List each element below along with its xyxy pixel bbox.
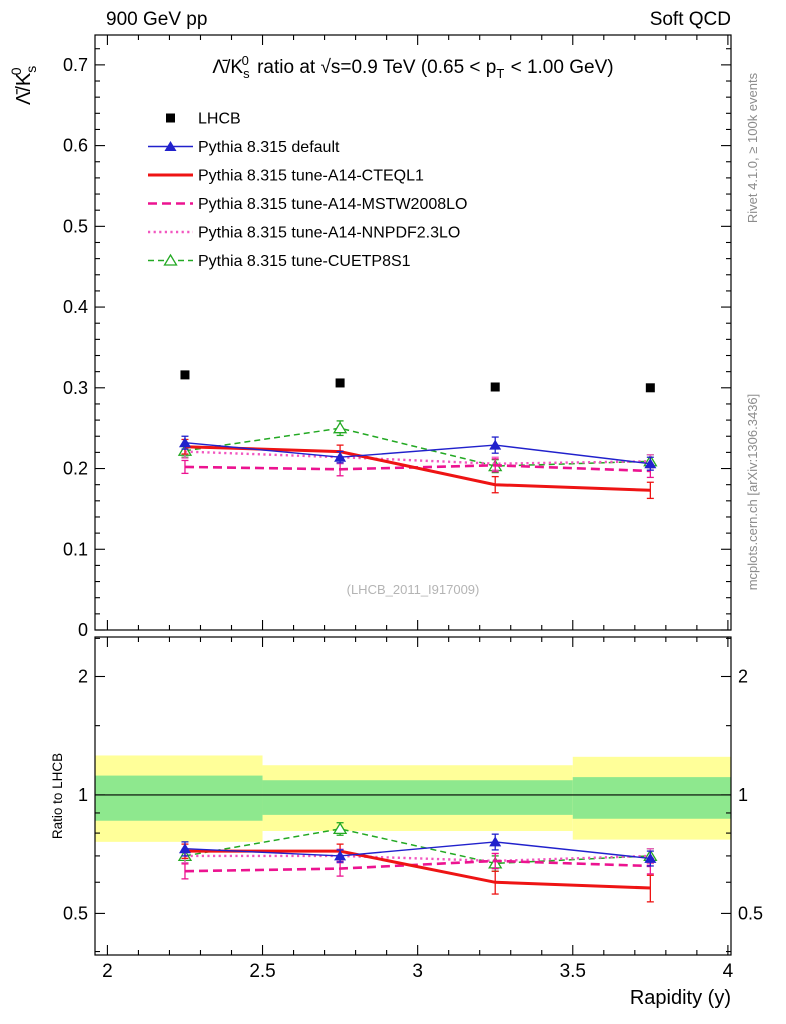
legend-label: LHCB [198,111,241,128]
analysis-id-watermark: (LHCB_2011_I917009) [347,582,480,597]
data-point-marker [334,850,347,861]
data-point-marker [490,382,500,392]
main-y-axis-title: Λ̄/Ks0 [8,66,39,105]
beam-energy-label: 900 GeV pp [106,9,207,30]
legend-label: Pythia 8.315 tune-A14-MSTW2008LO [198,196,467,213]
main-y-tick-label: 0.7 [63,55,88,75]
ratio-panel-frame [94,636,732,956]
ratio-y-tick-label-right: 1 [738,785,748,805]
ratio-y-tick-label-right: 0.5 [738,903,763,923]
mcplots-reference-note: mcplots.cern.ch [arXiv:1306.3436] [745,394,760,591]
series-line [185,854,651,863]
plot-title: Λ̄/Ks0 ratio at √s=0.9 TeV (0.65 < pT < … [212,53,613,81]
title-lambda-k: Λ̄/K [212,57,243,78]
data-point-marker [332,421,348,434]
process-group-label: Soft QCD [650,9,731,30]
legend-marker [166,113,175,123]
ylabel-k-superscript: 0 [8,67,24,75]
legend-marker [163,253,178,266]
legend-label: Pythia 8.315 tune-A14-NNPDF2.3LO [198,225,460,242]
main-y-tick-label: 0.5 [63,216,88,236]
x-tick-label: 2.5 [249,961,275,982]
main-panel-frame [94,34,732,631]
main-y-tick-label: 0.3 [63,378,88,398]
series-line [184,445,651,492]
data-point-marker [489,836,502,847]
green-uncertainty-band [95,775,263,821]
series-line [184,442,651,465]
legend-label: Pythia 8.315 default [198,139,340,156]
green-uncertainty-band [572,777,731,819]
ylabel-k-subscript: s [23,66,39,73]
x-tick-label: 2 [102,961,113,982]
title-middle: ratio at √s=0.9 TeV (0.65 < p [252,57,497,78]
series-line [185,849,651,890]
legend-marker [164,141,177,151]
series-line [184,450,651,465]
ylabel-lambda-k: Λ̄/K [13,72,35,105]
data-point-marker [644,458,657,469]
series-line [184,828,651,865]
title-pt-subscript: T [496,66,504,81]
x-tick-label: 3.5 [560,961,586,982]
rivet-version-note: Rivet 4.1.0, ≥ 100k events [745,72,760,223]
data-point-marker [489,439,502,450]
data-point-marker [335,378,345,388]
legend-label: Pythia 8.315 tune-CUETP8S1 [198,253,411,270]
ratio-y-tick-label-right: 2 [738,666,748,686]
main-y-tick-label: 0.2 [63,459,88,479]
ratio-y-tick-label: 1 [78,785,88,805]
x-tick-label: 3 [412,961,423,982]
main-y-tick-label: 0.6 [63,136,88,156]
x-tick-label: 4 [723,961,734,982]
legend-label: Pythia 8.315 tune-A14-CTEQL1 [198,168,424,185]
ratio-y-axis-title: Ratio to LHCB [50,753,65,839]
title-end: < 1.00 GeV) [505,57,613,78]
ratio-y-tick-label: 0.5 [63,903,88,923]
title-k-superscript: 0 [242,53,249,68]
data-point-marker [178,437,191,448]
series-line [184,859,651,873]
main-y-tick-label: 0.1 [63,539,88,559]
data-point-marker [644,852,657,863]
series-line [184,841,651,860]
main-y-tick-label: 0 [78,620,88,640]
title-k-subscript: s [243,66,250,81]
ratio-y-tick-label: 2 [78,666,88,686]
green-uncertainty-band [262,780,573,815]
data-point-marker [645,383,655,393]
data-point-marker [332,822,348,835]
data-point-marker [180,370,190,380]
data-point-marker [334,451,347,462]
main-y-tick-label: 0.4 [63,297,88,317]
chart-layer: 0 0.1 0.2 0.3 0.4 0.5 0.6 0.7 0.5 0.5 1 1 2 2 2 2.5 3 3.5… [63,34,763,982]
series-line [184,427,651,467]
data-point-marker [178,843,191,854]
x-axis-title: Rapidity (y) [630,987,731,1009]
